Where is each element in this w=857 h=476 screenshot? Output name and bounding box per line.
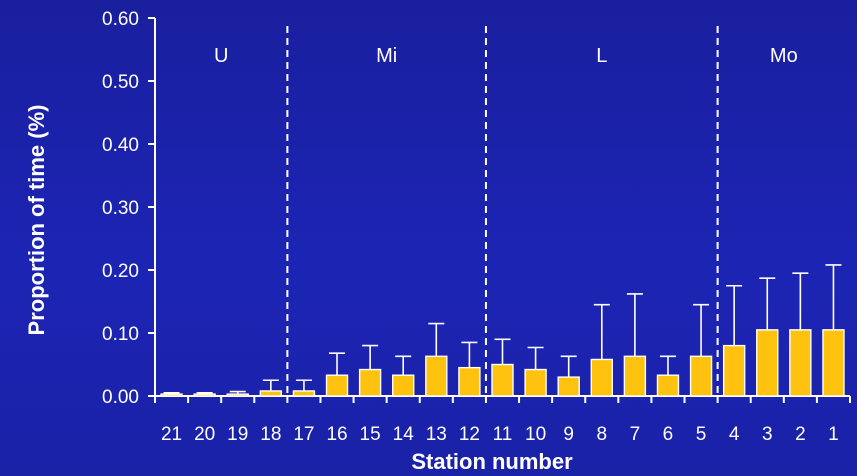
bar: [557, 376, 580, 397]
x-tick-label: 2: [795, 424, 806, 445]
x-tick-label: 8: [596, 424, 607, 445]
bar: [722, 344, 746, 397]
x-tick-label: 11: [493, 424, 513, 445]
x-tick-label: 15: [360, 424, 381, 445]
bar: [193, 393, 216, 397]
bar: [292, 390, 316, 397]
region-label: L: [596, 45, 607, 67]
region-label: Mo: [770, 45, 798, 67]
x-tick-label: 6: [663, 424, 674, 445]
x-tick-label: 17: [293, 424, 314, 445]
x-tick-label: 12: [459, 424, 480, 445]
bar: [822, 329, 845, 397]
bar: [358, 368, 382, 397]
x-tick-label: 9: [563, 424, 574, 445]
bar: [623, 355, 647, 397]
region-label: Mi: [376, 45, 397, 67]
bar: [458, 366, 481, 397]
x-tick-label: 3: [762, 424, 773, 445]
y-tick-label: 0.20: [102, 261, 139, 282]
bar: [524, 368, 547, 397]
region-label: U: [214, 45, 228, 67]
y-tick-label: 0.30: [102, 198, 139, 219]
error-bars: [163, 264, 842, 395]
x-tick-labels: 21 20 19 18 17 16 15 14 13 12 11 10 9 8 7 6 5 4 3 2 1: [161, 424, 839, 445]
bar: [425, 355, 448, 397]
region-dividers: [286, 26, 719, 396]
y-tick-labels: 0.00 0.10 0.20 0.30 0.40 0.50 0.60: [102, 9, 139, 408]
y-tick-label: 0.00: [102, 387, 139, 408]
region-labels: U Mi L Mo: [214, 45, 798, 67]
x-tick-label: 13: [426, 424, 447, 445]
y-tick-label: 0.60: [102, 9, 139, 30]
bar: [226, 393, 249, 397]
bar: [590, 358, 613, 397]
x-tick-label: 10: [525, 424, 546, 445]
x-tick-label: 19: [227, 424, 248, 445]
x-tick-label: 20: [194, 424, 215, 445]
x-tick-label: 7: [630, 424, 641, 445]
y-tick-label: 0.10: [102, 324, 139, 345]
bars: [160, 329, 845, 397]
x-axis-label: Station number: [411, 449, 573, 474]
bar: [392, 374, 415, 397]
bar: [689, 355, 713, 397]
y-axis-label: Proportion of time (%): [24, 105, 49, 336]
bar: [160, 393, 183, 397]
x-tick-label: 4: [729, 424, 740, 445]
bar: [756, 329, 779, 397]
x-tick-label: 16: [326, 424, 347, 445]
x-tick-label: 1: [828, 424, 839, 445]
x-tick-label: 18: [260, 424, 281, 445]
bar: [789, 329, 812, 397]
x-tick-label: 14: [393, 424, 415, 445]
x-tick-label: 5: [696, 424, 707, 445]
y-tick-label: 0.50: [102, 72, 139, 93]
y-tick-label: 0.40: [102, 135, 139, 156]
x-tick-label: 21: [161, 424, 182, 445]
bar: [259, 390, 283, 397]
bar: [656, 374, 680, 397]
bar: [491, 363, 514, 397]
bar: [325, 374, 349, 397]
